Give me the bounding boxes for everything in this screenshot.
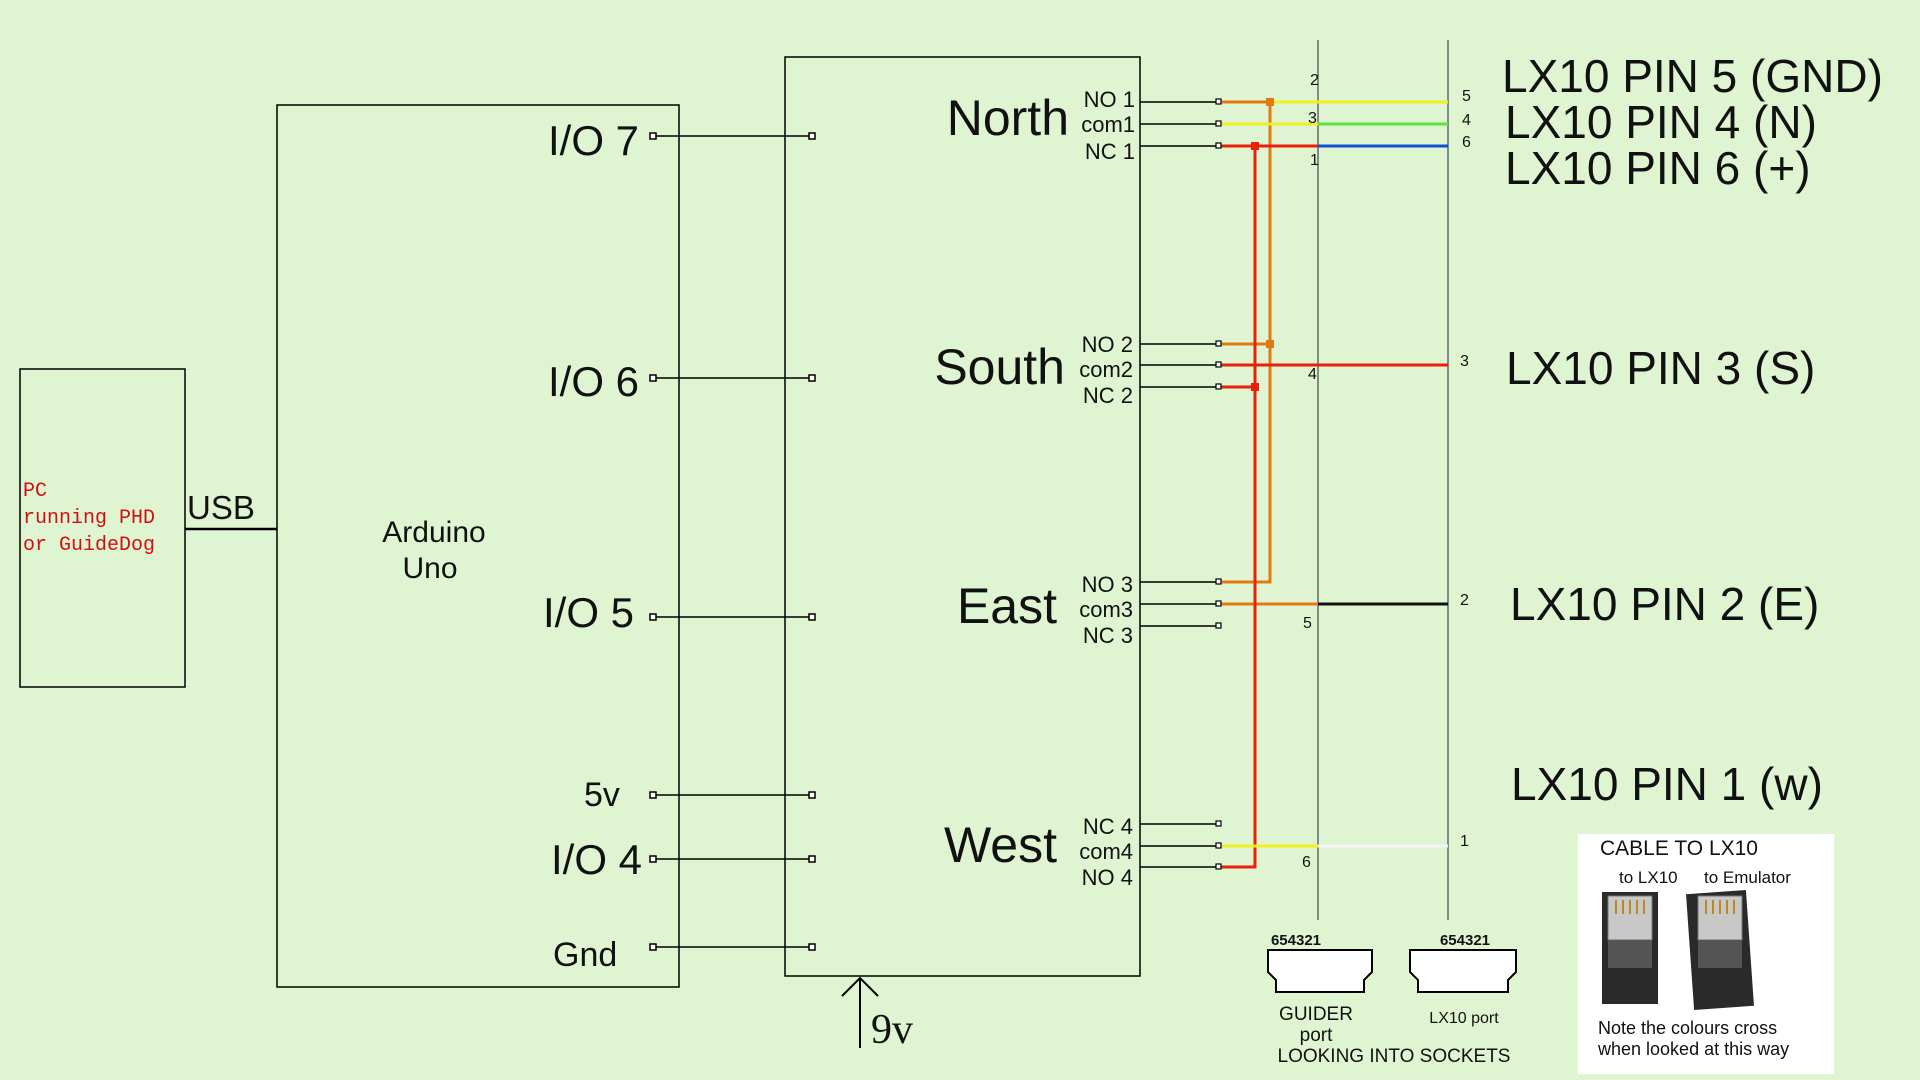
cable-note-2: when looked at this way	[1598, 1039, 1790, 1059]
lx-pin-5: 5	[1462, 88, 1471, 105]
east-label: East	[957, 578, 1057, 634]
guider-port-label-2: port	[1300, 1025, 1333, 1046]
5v-label: 5v	[584, 776, 620, 814]
lx10-pin2-label: LX10 PIN 2 (E)	[1510, 578, 1819, 630]
lx-pin-2: 2	[1460, 592, 1469, 609]
lx10-pin6-label: LX10 PIN 6 (+)	[1505, 142, 1811, 194]
pc-label-1: PC	[23, 480, 47, 503]
guider-pin-1: 1	[1310, 152, 1319, 169]
south-no: NO 2	[1082, 332, 1133, 357]
guider-socket-numbers: 654321	[1271, 932, 1321, 949]
lx10-pin5-label: LX10 PIN 5 (GND)	[1502, 50, 1883, 102]
lx10-pin4-label: LX10 PIN 4 (N)	[1505, 96, 1817, 148]
relay-box	[784, 56, 1141, 977]
guider-pin-5: 5	[1303, 615, 1312, 632]
guider-pin-3: 3	[1308, 110, 1317, 127]
pc-label-2: running PHD	[23, 507, 155, 530]
cable-connectors-image	[1602, 890, 1754, 1010]
lx-pin-1: 1	[1460, 833, 1469, 850]
east-no: NO 3	[1082, 572, 1133, 597]
east-com: com3	[1079, 597, 1133, 622]
cable-photo-title: CABLE TO LX10	[1600, 837, 1758, 860]
lx10-pin3-label: LX10 PIN 3 (S)	[1506, 342, 1815, 394]
north-label: North	[947, 90, 1069, 146]
io4-label: I/O 4	[551, 836, 642, 883]
south-nc: NC 2	[1083, 383, 1133, 408]
power-label: 9v	[871, 1007, 913, 1053]
looking-into-sockets-label: LOOKING INTO SOCKETS	[1278, 1046, 1511, 1067]
lx-pin-3: 3	[1460, 353, 1469, 370]
arduino-box	[276, 104, 680, 988]
arduino-name-1: Arduino	[382, 516, 485, 549]
guider-pin-4: 4	[1308, 366, 1317, 383]
north-com: com1	[1081, 112, 1135, 137]
io5-label: I/O 5	[543, 589, 634, 636]
west-no: NO 4	[1082, 865, 1133, 890]
arduino-name-2: Uno	[402, 552, 457, 585]
usb-label: USB	[187, 489, 255, 526]
guider-pin-6: 6	[1302, 854, 1311, 871]
lx-pin-6: 6	[1462, 134, 1471, 151]
lx10-socket: 654321 LX10 port	[1409, 932, 1517, 1027]
guider-port-label-1: GUIDER	[1279, 1004, 1353, 1025]
lx-pin-4: 4	[1462, 112, 1471, 129]
gnd-label: Gnd	[553, 936, 617, 974]
lx10-port-label: LX10 port	[1429, 1010, 1499, 1027]
lx10-pin1-label: LX10 PIN 1 (w)	[1511, 758, 1823, 810]
guider-pin-2: 2	[1310, 72, 1319, 89]
io7-label: I/O 7	[548, 117, 639, 164]
pc-label-3: or GuideDog	[23, 534, 155, 557]
cable-photo-panel: CABLE TO LX10 to LX10 to Emulator Note t…	[1578, 834, 1834, 1074]
io6-label: I/O 6	[548, 358, 639, 405]
east-nc: NC 3	[1083, 623, 1133, 648]
colored-wires	[1218, 100, 1448, 869]
south-label: South	[934, 339, 1065, 395]
lx10-socket-numbers: 654321	[1440, 932, 1490, 949]
north-no: NO 1	[1084, 87, 1135, 112]
west-com: com4	[1079, 839, 1133, 864]
west-nc: NC 4	[1083, 814, 1133, 839]
guider-socket: 654321 GUIDER port	[1267, 932, 1373, 1046]
to-emulator-label: to Emulator	[1704, 868, 1791, 887]
south-com: com2	[1079, 357, 1133, 382]
north-nc: NC 1	[1085, 139, 1135, 164]
to-lx10-label: to LX10	[1619, 868, 1678, 887]
io-wires	[649, 132, 816, 951]
cable-note-1: Note the colours cross	[1598, 1018, 1778, 1038]
west-label: West	[944, 817, 1057, 873]
